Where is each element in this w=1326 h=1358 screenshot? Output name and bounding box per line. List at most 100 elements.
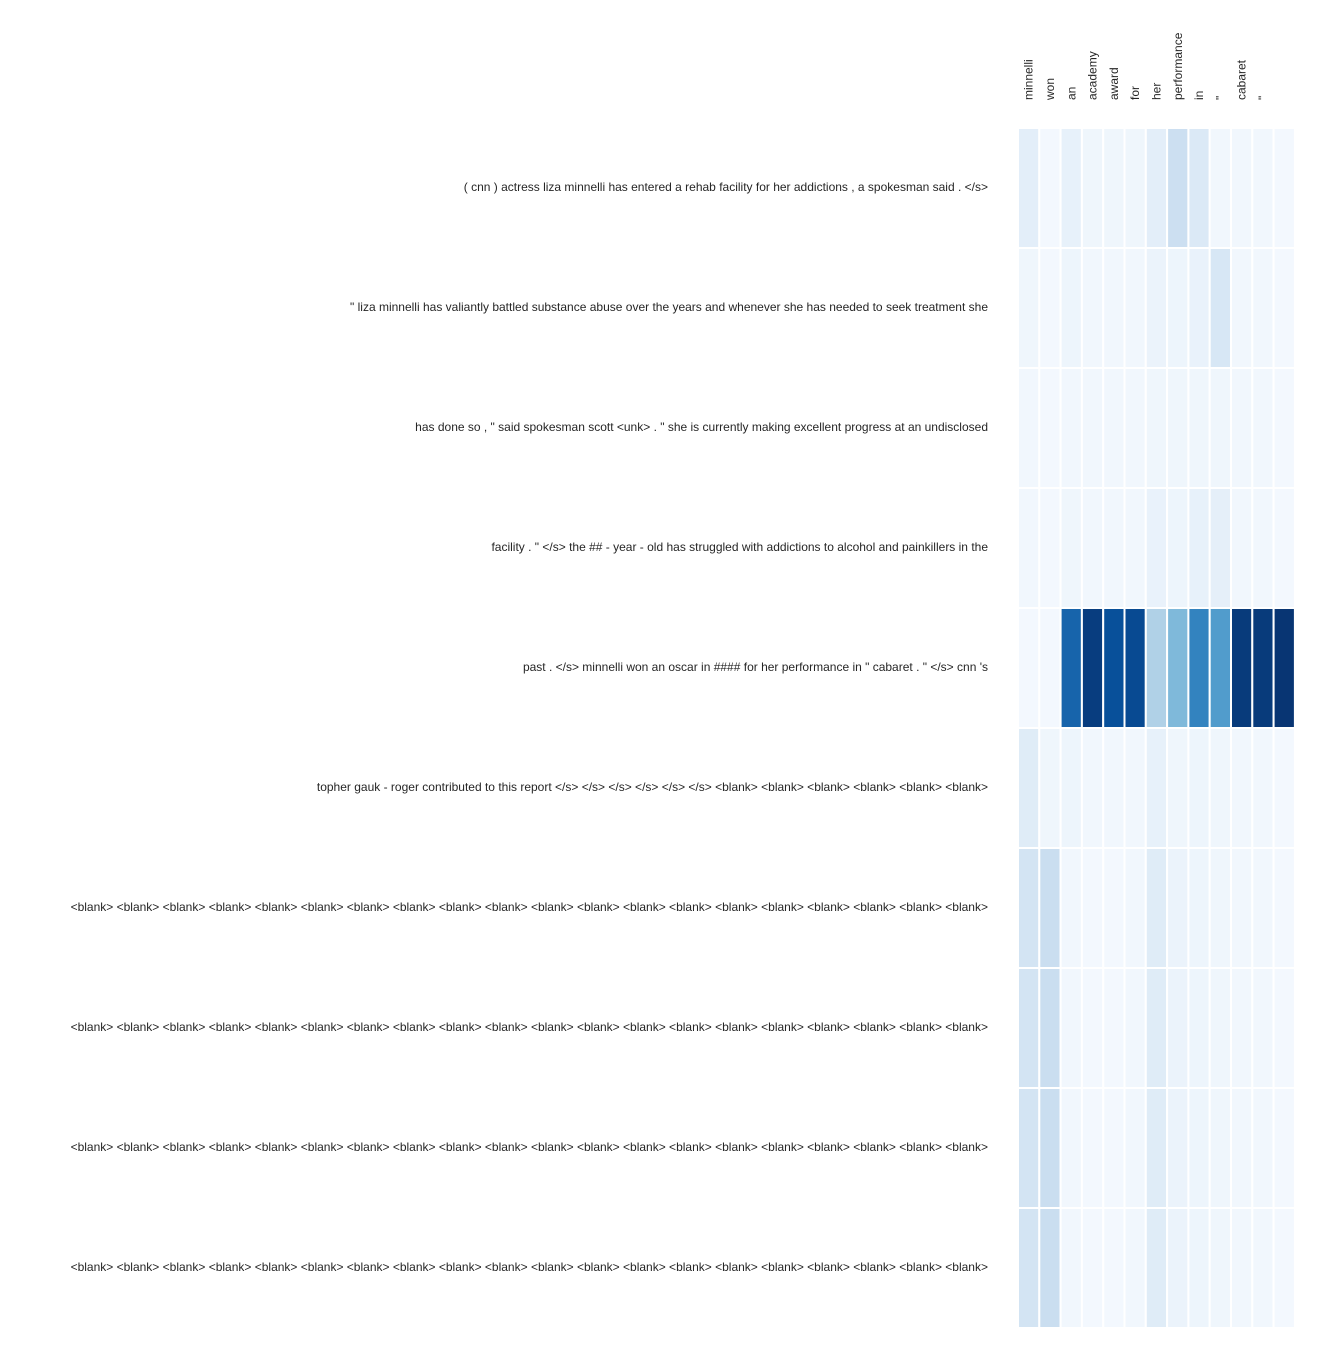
x-tick-label: for (1128, 86, 1142, 100)
heatmap-cell (1230, 487, 1254, 609)
heatmap-cell (1017, 127, 1041, 249)
y-tick-label: topher gauk - roger contributed to this … (317, 780, 988, 794)
heatmap-cell (1059, 367, 1083, 489)
heatmap-cell (1144, 727, 1169, 849)
heatmap-cell (1059, 967, 1083, 1089)
heatmap-cell (1080, 367, 1105, 489)
heatmap-cell (1102, 967, 1126, 1089)
y-tick-label: past . </s> minnelli won an oscar in ###… (523, 660, 988, 674)
heatmap-cell (1102, 1207, 1126, 1329)
heatmap-cell (1144, 967, 1169, 1089)
heatmap-cell (1123, 247, 1147, 369)
heatmap-cell (1144, 127, 1169, 249)
heatmap-cell (1059, 247, 1083, 369)
heatmap-cell (1251, 727, 1275, 849)
heatmap-cell (1251, 847, 1275, 969)
heatmap-cell (1017, 487, 1041, 609)
heatmap-cell (1123, 487, 1147, 609)
heatmap-cell (1251, 367, 1275, 489)
heatmap-cell (1187, 487, 1211, 609)
heatmap-cell (1230, 847, 1254, 969)
heatmap-cell (1208, 127, 1232, 249)
heatmap-cell (1080, 967, 1105, 1089)
heatmap-cell (1017, 1087, 1041, 1209)
heatmap-cell (1038, 607, 1062, 729)
y-tick-label: <blank> <blank> <blank> <blank> <blank> … (71, 900, 988, 914)
heatmap-cell (1080, 487, 1105, 609)
heatmap-cell (1102, 1087, 1126, 1209)
heatmap-cell (1251, 607, 1275, 729)
heatmap-cell (1187, 1207, 1211, 1329)
x-tick-label: in (1192, 91, 1206, 100)
heatmap-cell (1102, 367, 1126, 489)
heatmap-cell (1144, 247, 1169, 369)
heatmap-cell (1102, 487, 1126, 609)
heatmap-cell (1059, 1087, 1083, 1209)
heatmap-cell (1038, 247, 1062, 369)
heatmap-cell (1251, 1207, 1275, 1329)
heatmap-cell (1166, 247, 1190, 369)
heatmap-cell (1272, 1207, 1296, 1329)
heatmap-cell (1102, 247, 1126, 369)
y-tick-label: " liza minnelli has valiantly battled su… (350, 300, 988, 314)
heatmap-cell (1017, 727, 1041, 849)
heatmap-cell (1038, 727, 1062, 849)
heatmap-cell (1080, 1087, 1105, 1209)
heatmap-cell (1208, 727, 1232, 849)
y-tick-label: <blank> <blank> <blank> <blank> <blank> … (71, 1260, 988, 1274)
heatmap-cell (1080, 1207, 1105, 1329)
x-tick-label: " (1256, 96, 1270, 100)
heatmap-cell (1144, 607, 1169, 729)
heatmap-cell (1187, 727, 1211, 849)
heatmap-cell (1038, 1087, 1062, 1209)
x-tick-label: academy (1086, 51, 1100, 100)
heatmap-cell (1038, 367, 1062, 489)
heatmap-cell (1187, 847, 1211, 969)
heatmap-cell (1230, 727, 1254, 849)
heatmap-cell (1166, 1207, 1190, 1329)
heatmap-cell (1038, 847, 1062, 969)
heatmap-cell (1272, 127, 1296, 249)
heatmap-cell (1166, 367, 1190, 489)
heatmap-cell (1230, 607, 1254, 729)
heatmap-cell (1017, 847, 1041, 969)
heatmap-cell (1230, 367, 1254, 489)
heatmap-cell (1230, 967, 1254, 1089)
heatmap-cell (1187, 1087, 1211, 1209)
heatmap-cell (1208, 847, 1232, 969)
heatmap-cell (1123, 1087, 1147, 1209)
heatmap-cell (1038, 127, 1062, 249)
heatmap-cell (1272, 247, 1296, 369)
heatmap-cell (1038, 1207, 1062, 1329)
heatmap-cell (1251, 127, 1275, 249)
heatmap-cell (1251, 247, 1275, 369)
heatmap-cell (1187, 607, 1211, 729)
heatmap-cell (1038, 487, 1062, 609)
heatmap-cell (1272, 487, 1296, 609)
heatmap-cell (1187, 127, 1211, 249)
heatmap-cell (1123, 967, 1147, 1089)
x-tick-label: award (1107, 67, 1121, 100)
heatmap-cell (1166, 1087, 1190, 1209)
x-tick-label: performance (1171, 32, 1185, 100)
heatmap-cell (1059, 607, 1083, 729)
heatmap-cell (1208, 607, 1232, 729)
heatmap-cell (1272, 607, 1296, 729)
x-tick-label: an (1064, 87, 1078, 100)
y-tick-label: has done so , " said spokesman scott <un… (415, 420, 988, 434)
heatmap-cell (1123, 727, 1147, 849)
heatmap-cell (1102, 847, 1126, 969)
heatmap-cell (1080, 847, 1105, 969)
heatmap-cell (1187, 367, 1211, 489)
heatmap-cell (1230, 1207, 1254, 1329)
heatmap-cell (1272, 847, 1296, 969)
heatmap-cell (1251, 967, 1275, 1089)
heatmap-cell (1251, 1087, 1275, 1209)
heatmap-cell (1038, 967, 1062, 1089)
heatmap-cell (1123, 367, 1147, 489)
heatmap-cell (1272, 1087, 1296, 1209)
x-tick-label: won (1043, 78, 1057, 101)
heatmap-cell (1017, 967, 1041, 1089)
heatmap-cell (1017, 1207, 1041, 1329)
heatmap-cells (1017, 127, 1296, 1329)
